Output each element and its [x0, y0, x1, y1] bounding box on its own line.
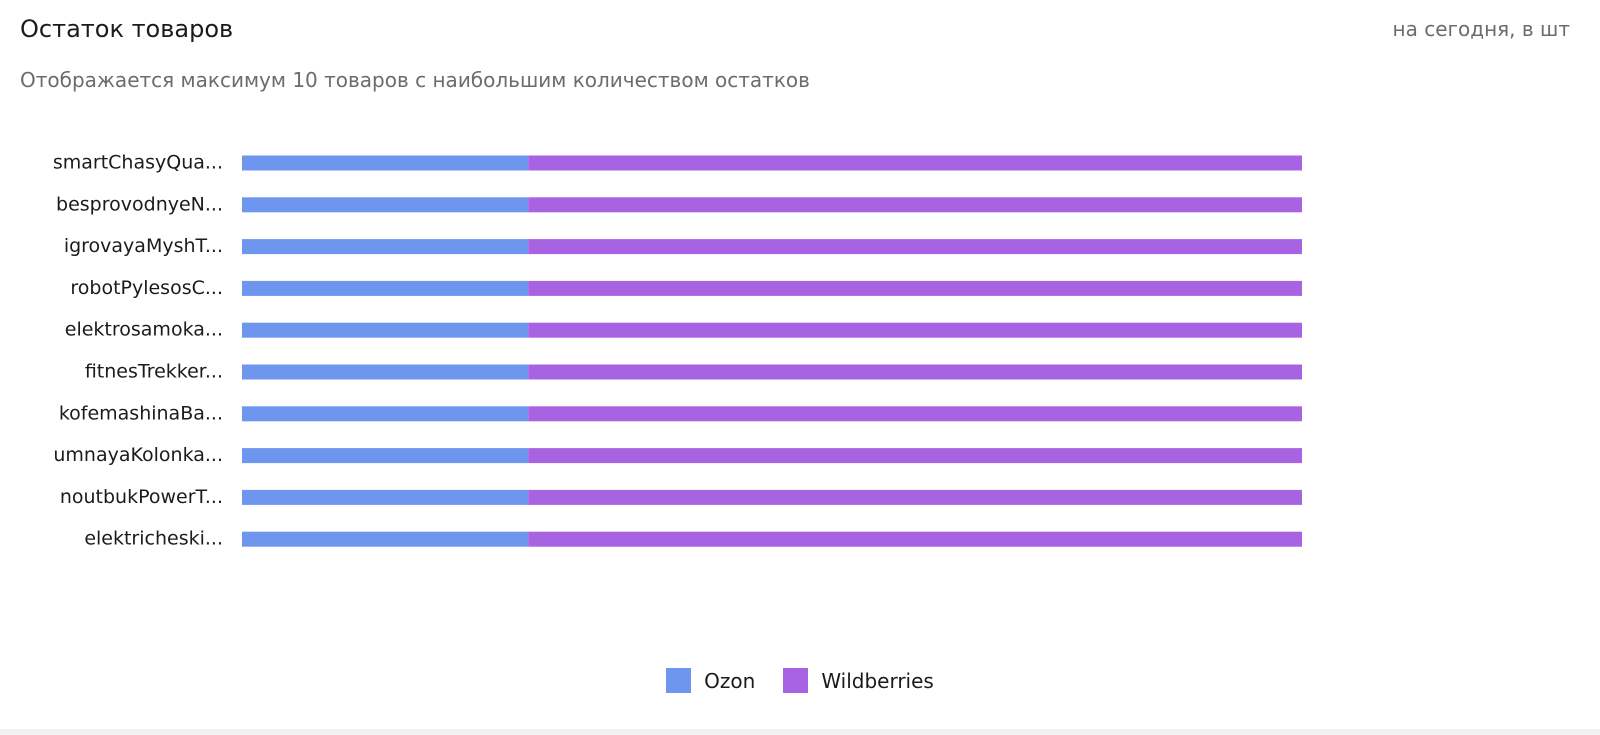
bar-segment-wildberries[interactable]	[528, 489, 1302, 505]
category-label: fitnesTrekker...	[85, 361, 223, 383]
bar-segment-wildberries[interactable]	[528, 197, 1302, 213]
legend-label-ozon: Ozon	[704, 668, 756, 693]
category-label: smartChasyQua...	[53, 152, 223, 174]
stacked-bar-chart: smartChasyQua... besprovodnyeN... igrovaya…	[53, 152, 1302, 550]
bar-segment-ozon[interactable]	[242, 531, 529, 547]
bar-segment-ozon[interactable]	[242, 364, 529, 380]
unit-note: на сегодня, в шт	[1392, 17, 1570, 41]
category-label: robotPylesosC...	[70, 277, 223, 299]
legend-item-ozon[interactable]: Ozon	[666, 668, 755, 693]
bar-segment-wildberries[interactable]	[528, 155, 1302, 171]
category-label: besprovodnyeN...	[56, 193, 223, 215]
bar-segment-wildberries[interactable]	[528, 322, 1302, 338]
legend-swatch-wildberries	[783, 668, 809, 693]
bar-segment-ozon[interactable]	[242, 489, 529, 505]
bar-segment-ozon[interactable]	[242, 197, 529, 213]
bar-segment-ozon[interactable]	[242, 322, 529, 338]
card-title: Остаток товаров	[20, 15, 234, 43]
category-label: elektricheski...	[84, 528, 223, 550]
bar-segment-wildberries[interactable]	[528, 364, 1302, 380]
bar-segment-wildberries[interactable]	[528, 448, 1302, 464]
category-label: umnayaKolonka...	[53, 444, 223, 466]
legend-item-wildberries[interactable]: Wildberries	[783, 668, 934, 693]
bar-segment-wildberries[interactable]	[528, 531, 1302, 547]
bar-segment-wildberries[interactable]	[528, 280, 1302, 296]
chart-legend: Ozon Wildberries	[0, 668, 1600, 693]
category-label: elektrosamoka...	[65, 319, 223, 341]
category-label: kofemashinaBa...	[59, 402, 223, 424]
bar-segment-wildberries[interactable]	[528, 239, 1302, 255]
bar-segment-ozon[interactable]	[242, 406, 529, 422]
bar-segment-ozon[interactable]	[242, 280, 529, 296]
bar-segment-ozon[interactable]	[242, 239, 529, 255]
bar-segment-ozon[interactable]	[242, 155, 529, 171]
category-label: noutbukPowerT...	[60, 486, 223, 508]
legend-label-wildberries: Wildberries	[821, 668, 934, 693]
category-label: igrovayaMyshT...	[64, 235, 223, 257]
bar-segment-ozon[interactable]	[242, 448, 529, 464]
bar-segment-wildberries[interactable]	[528, 406, 1302, 422]
card-subtitle: Отображается максимум 10 товаров с наибо…	[20, 68, 810, 92]
legend-swatch-ozon	[666, 668, 692, 693]
